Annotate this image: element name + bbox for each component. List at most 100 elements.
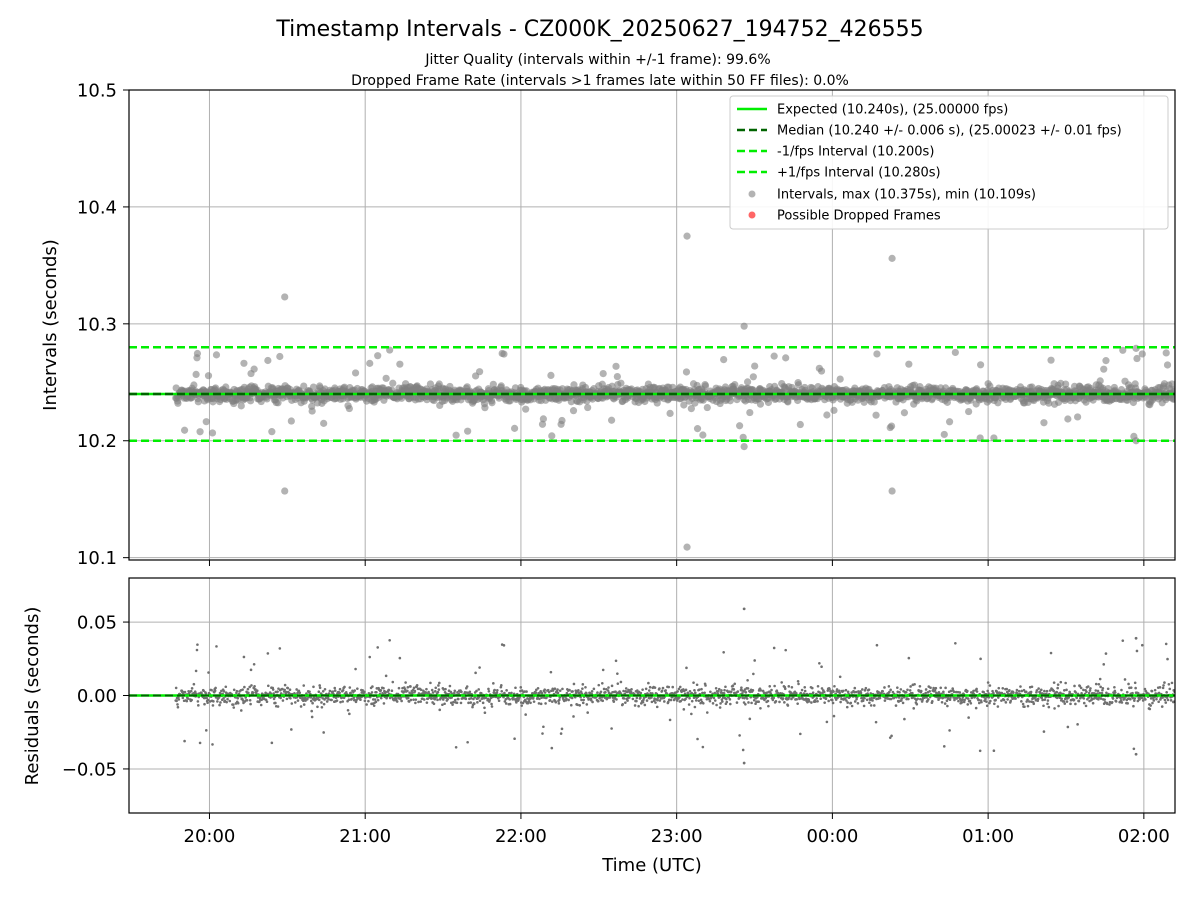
residual-point xyxy=(1073,684,1076,688)
residual-point xyxy=(790,685,794,689)
residual-point xyxy=(932,686,935,690)
residual-point xyxy=(778,700,781,704)
residual-point xyxy=(281,699,285,702)
residual-point xyxy=(984,697,987,701)
residual-point xyxy=(322,731,325,734)
residual-point xyxy=(406,696,410,700)
residual-point xyxy=(492,682,495,685)
residual-point xyxy=(832,690,835,693)
residual-point xyxy=(450,696,453,699)
residual-point xyxy=(568,688,571,692)
residual-point xyxy=(430,697,433,700)
residual-point xyxy=(529,701,532,705)
residual-point xyxy=(850,704,854,708)
interval-point xyxy=(744,378,752,386)
residual-point xyxy=(744,691,748,694)
residuals-y-tick-label: 0.00 xyxy=(77,686,117,707)
residual-point xyxy=(367,699,370,703)
residual-point xyxy=(899,688,903,691)
residual-point xyxy=(590,690,594,693)
residual-point xyxy=(387,688,391,692)
residual-point xyxy=(406,689,409,693)
legend-expected-label: Expected (10.240s), (25.00000 fps) xyxy=(777,103,1008,118)
residual-point xyxy=(1165,696,1169,699)
residual-point xyxy=(1055,696,1059,700)
residual-point xyxy=(696,737,699,741)
residual-point xyxy=(251,691,255,694)
interval-point xyxy=(945,418,954,426)
residual-point xyxy=(796,679,800,683)
interval-point xyxy=(680,401,688,409)
residual-point xyxy=(861,699,865,703)
reference-lines xyxy=(129,345,1175,442)
residual-point xyxy=(469,697,473,700)
residual-point xyxy=(403,688,407,691)
residual-point xyxy=(1057,704,1060,708)
residual-point xyxy=(1100,691,1104,695)
residual-point xyxy=(635,696,639,700)
residual-point xyxy=(289,697,292,700)
interval-point xyxy=(823,411,831,419)
residual-point xyxy=(774,700,778,703)
residual-point xyxy=(919,689,923,693)
interval-point xyxy=(389,379,397,387)
residual-point xyxy=(404,681,407,684)
residual-point xyxy=(668,718,672,722)
residual-point xyxy=(759,706,762,710)
residual-point xyxy=(838,675,842,679)
residual-point xyxy=(327,692,331,695)
residual-point xyxy=(744,702,747,706)
residual-point xyxy=(1168,687,1172,691)
residual-point xyxy=(693,688,696,692)
residual-point xyxy=(904,690,908,694)
residual-point xyxy=(406,686,410,689)
interval-point xyxy=(1100,365,1108,373)
residual-point xyxy=(258,700,261,703)
residual-point xyxy=(767,704,770,708)
residual-point xyxy=(979,657,982,661)
residual-point xyxy=(1026,704,1030,708)
interval-point xyxy=(796,420,804,429)
residual-point xyxy=(464,697,468,701)
residual-point xyxy=(835,688,839,691)
residual-point xyxy=(650,696,653,699)
residual-point xyxy=(751,689,755,692)
residual-point xyxy=(815,697,818,700)
residual-point xyxy=(547,690,551,694)
residual-point xyxy=(673,697,676,701)
residual-point xyxy=(508,702,512,706)
residual-point xyxy=(721,700,724,703)
residual-point xyxy=(822,690,826,694)
residual-point xyxy=(1162,684,1165,687)
interval-point xyxy=(1168,380,1175,388)
residual-point xyxy=(783,701,786,704)
residual-point xyxy=(317,698,321,702)
residual-point xyxy=(656,698,659,702)
residual-point xyxy=(294,701,297,704)
residual-point xyxy=(715,703,718,707)
residual-point xyxy=(338,687,342,691)
residual-point xyxy=(232,703,235,706)
residual-point xyxy=(865,698,869,702)
residual-point xyxy=(488,698,492,702)
residual-point xyxy=(434,689,437,693)
residual-point xyxy=(481,701,485,705)
residual-point xyxy=(567,698,570,702)
residual-point xyxy=(819,697,822,700)
residual-point xyxy=(928,690,931,693)
interval-point xyxy=(682,368,691,376)
residual-point xyxy=(846,690,850,694)
residual-point xyxy=(265,700,269,704)
residual-point xyxy=(736,690,740,693)
residual-point xyxy=(709,690,712,694)
residual-point xyxy=(264,698,268,702)
residual-point xyxy=(375,690,378,694)
residual-point xyxy=(900,697,904,700)
residual-point xyxy=(718,706,722,709)
residual-point xyxy=(700,687,703,691)
time-x-tick-label: 20:00 xyxy=(184,826,236,847)
residual-point xyxy=(582,698,585,702)
interval-point xyxy=(746,408,754,417)
residual-point xyxy=(607,686,610,689)
residual-point xyxy=(270,741,274,745)
